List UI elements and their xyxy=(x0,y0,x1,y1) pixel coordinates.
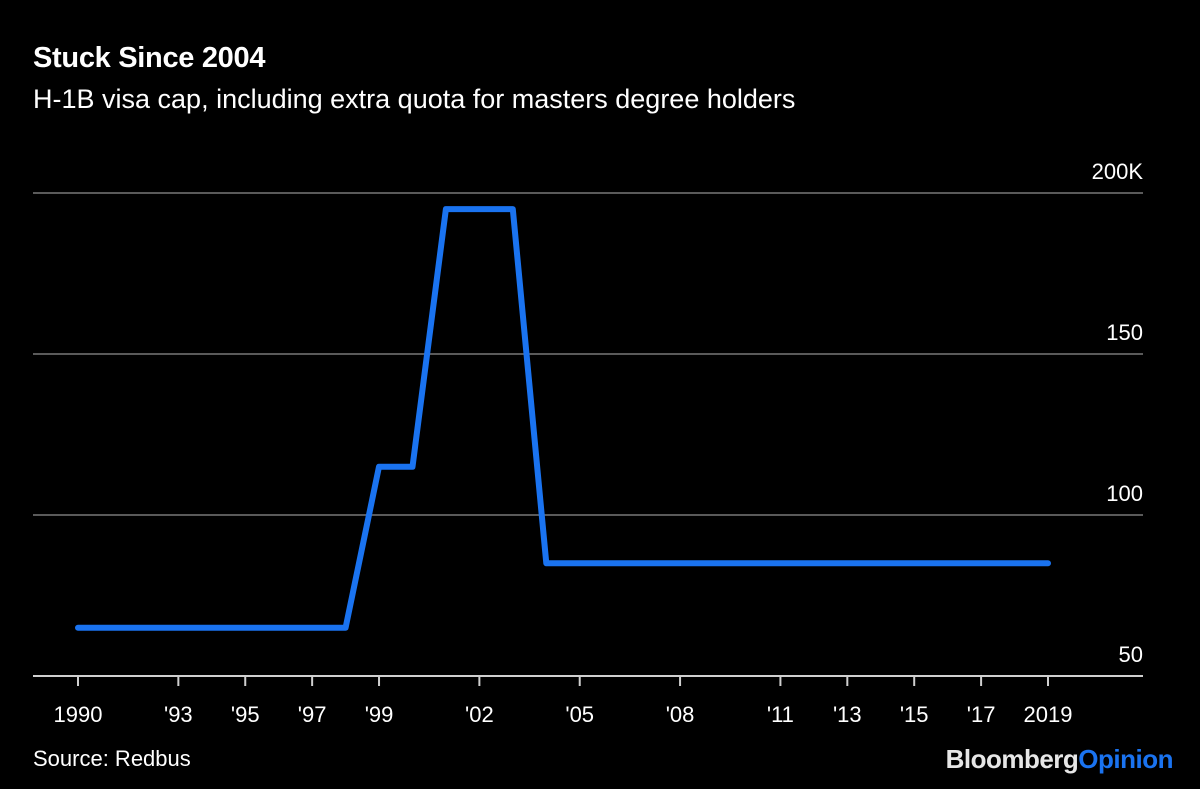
x-tick-label: 2019 xyxy=(1024,702,1073,727)
x-tick-label: '05 xyxy=(565,702,594,727)
x-tick-label: '99 xyxy=(365,702,394,727)
x-tick-label: '97 xyxy=(298,702,327,727)
y-tick-label: 50 xyxy=(1119,642,1143,667)
x-tick-label: 1990 xyxy=(54,702,103,727)
x-tick-label: '15 xyxy=(900,702,929,727)
gridlines xyxy=(33,192,1143,516)
source-note: Source: Redbus xyxy=(33,746,191,771)
x-tick-label: '11 xyxy=(767,702,794,727)
x-axis: 1990 '93 '95 '97 '99 '02 '05 '08 '11 '13 '15 '17 201… xyxy=(33,675,1143,727)
y-tick-label: 200K xyxy=(1092,159,1144,184)
brand-opinion: Opinion xyxy=(1078,744,1173,774)
y-axis-labels: 50 100 150 200K xyxy=(1092,159,1144,667)
x-tick-label: '13 xyxy=(833,702,862,727)
series-line xyxy=(75,206,1051,631)
chart-title: Stuck Since 2004 xyxy=(33,42,266,74)
brand-bloomberg: Bloomberg xyxy=(945,744,1079,774)
y-tick-label: 150 xyxy=(1106,320,1143,345)
x-tick-label: '95 xyxy=(231,702,260,727)
y-tick-label: 100 xyxy=(1106,481,1143,506)
x-tick-label: '93 xyxy=(164,702,193,727)
brand-logo: BloombergOpinion xyxy=(945,744,1174,775)
data-series xyxy=(75,206,1051,631)
x-tick-label: '02 xyxy=(465,702,494,727)
chart-subtitle: H-1B visa cap, including extra quota for… xyxy=(33,84,796,114)
x-tick-label: '17 xyxy=(967,702,996,727)
x-tick-label: '08 xyxy=(666,702,695,727)
